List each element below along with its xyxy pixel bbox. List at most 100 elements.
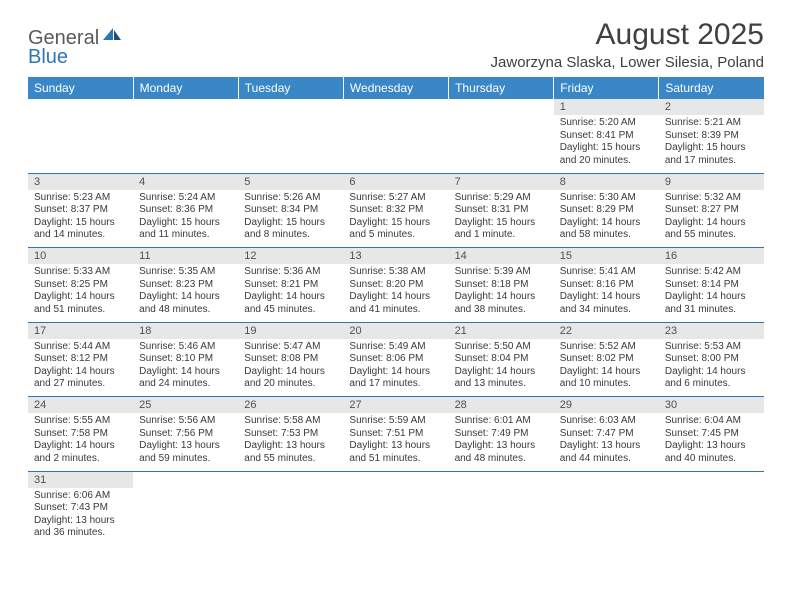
- sunrise-text: Sunrise: 5:53 AM: [665, 341, 758, 354]
- day-content-cell: Sunrise: 5:23 AMSunset: 8:37 PMDaylight:…: [28, 190, 133, 248]
- sunset-text: Sunset: 8:12 PM: [34, 353, 127, 366]
- sunset-text: Sunset: 8:18 PM: [455, 279, 548, 292]
- sunset-text: Sunset: 8:20 PM: [349, 279, 442, 292]
- sunset-text: Sunset: 8:14 PM: [665, 279, 758, 292]
- page-title: August 2025: [491, 18, 764, 52]
- sunset-text: Sunset: 8:39 PM: [665, 130, 758, 143]
- day-number-cell: 9: [659, 173, 764, 190]
- day-number-cell: 6: [343, 173, 448, 190]
- day-number-cell: 5: [238, 173, 343, 190]
- daylight-text-2: and 51 minutes.: [34, 304, 127, 317]
- sunrise-text: Sunrise: 5:29 AM: [455, 192, 548, 205]
- daylight-text-2: and 31 minutes.: [665, 304, 758, 317]
- week-daynum-row: 24252627282930: [28, 397, 764, 414]
- day-content-cell: Sunrise: 5:53 AMSunset: 8:00 PMDaylight:…: [659, 339, 764, 397]
- sunrise-text: Sunrise: 5:32 AM: [665, 192, 758, 205]
- day-number-cell: 29: [554, 397, 659, 414]
- sunset-text: Sunset: 8:02 PM: [560, 353, 653, 366]
- header: General August 2025 Jaworzyna Slaska, Lo…: [28, 18, 764, 71]
- daylight-text-2: and 14 minutes.: [34, 229, 127, 242]
- daylight-text-2: and 5 minutes.: [349, 229, 442, 242]
- sunrise-text: Sunrise: 5:47 AM: [244, 341, 337, 354]
- daylight-text-2: and 58 minutes.: [560, 229, 653, 242]
- day-number-cell: 24: [28, 397, 133, 414]
- day-number-cell: [238, 471, 343, 488]
- calendar-body: 12Sunrise: 5:20 AMSunset: 8:41 PMDayligh…: [28, 99, 764, 546]
- sunset-text: Sunset: 7:58 PM: [34, 428, 127, 441]
- sunrise-text: Sunrise: 5:20 AM: [560, 117, 653, 130]
- sunset-text: Sunset: 8:04 PM: [455, 353, 548, 366]
- daylight-text-1: Daylight: 14 hours: [455, 291, 548, 304]
- daylight-text-2: and 59 minutes.: [139, 453, 232, 466]
- sunset-text: Sunset: 8:16 PM: [560, 279, 653, 292]
- day-content-cell: [238, 488, 343, 546]
- day-number-cell: 28: [449, 397, 554, 414]
- sunset-text: Sunset: 8:10 PM: [139, 353, 232, 366]
- day-number-cell: 20: [343, 322, 448, 339]
- day-content-cell: Sunrise: 5:46 AMSunset: 8:10 PMDaylight:…: [133, 339, 238, 397]
- day-content-cell: [554, 488, 659, 546]
- day-number-cell: 12: [238, 248, 343, 265]
- day-number-cell: 22: [554, 322, 659, 339]
- day-content-cell: Sunrise: 5:50 AMSunset: 8:04 PMDaylight:…: [449, 339, 554, 397]
- day-content-cell: Sunrise: 6:03 AMSunset: 7:47 PMDaylight:…: [554, 413, 659, 471]
- sunrise-text: Sunrise: 6:01 AM: [455, 415, 548, 428]
- day-content-cell: Sunrise: 6:04 AMSunset: 7:45 PMDaylight:…: [659, 413, 764, 471]
- sunrise-text: Sunrise: 5:33 AM: [34, 266, 127, 279]
- day-number-cell: 27: [343, 397, 448, 414]
- day-number-cell: 8: [554, 173, 659, 190]
- daylight-text-2: and 36 minutes.: [34, 527, 127, 540]
- day-content-cell: [449, 488, 554, 546]
- day-content-cell: Sunrise: 5:49 AMSunset: 8:06 PMDaylight:…: [343, 339, 448, 397]
- day-content-cell: Sunrise: 5:41 AMSunset: 8:16 PMDaylight:…: [554, 264, 659, 322]
- day-number-cell: 17: [28, 322, 133, 339]
- daylight-text-2: and 38 minutes.: [455, 304, 548, 317]
- daylight-text-1: Daylight: 14 hours: [560, 291, 653, 304]
- day-content-cell: [238, 115, 343, 173]
- day-number-cell: 10: [28, 248, 133, 265]
- day-number-cell: [343, 471, 448, 488]
- day-content-cell: Sunrise: 5:35 AMSunset: 8:23 PMDaylight:…: [133, 264, 238, 322]
- logo-text-blue: Blue: [28, 46, 68, 68]
- day-content-cell: [133, 115, 238, 173]
- day-content-cell: Sunrise: 5:32 AMSunset: 8:27 PMDaylight:…: [659, 190, 764, 248]
- sunset-text: Sunset: 8:31 PM: [455, 204, 548, 217]
- daylight-text-2: and 48 minutes.: [455, 453, 548, 466]
- sunrise-text: Sunrise: 5:50 AM: [455, 341, 548, 354]
- daylight-text-2: and 44 minutes.: [560, 453, 653, 466]
- sunrise-text: Sunrise: 5:59 AM: [349, 415, 442, 428]
- sunset-text: Sunset: 8:29 PM: [560, 204, 653, 217]
- calendar-table: Sunday Monday Tuesday Wednesday Thursday…: [28, 77, 764, 546]
- sunset-text: Sunset: 7:49 PM: [455, 428, 548, 441]
- calendar-page: General August 2025 Jaworzyna Slaska, Lo…: [0, 0, 792, 564]
- daylight-text-1: Daylight: 15 hours: [349, 217, 442, 230]
- day-number-cell: 11: [133, 248, 238, 265]
- daylight-text-2: and 41 minutes.: [349, 304, 442, 317]
- daylight-text-1: Daylight: 14 hours: [560, 217, 653, 230]
- week-daynum-row: 10111213141516: [28, 248, 764, 265]
- sunset-text: Sunset: 7:45 PM: [665, 428, 758, 441]
- daylight-text-1: Daylight: 13 hours: [139, 440, 232, 453]
- sunrise-text: Sunrise: 5:39 AM: [455, 266, 548, 279]
- daylight-text-2: and 10 minutes.: [560, 378, 653, 391]
- daylight-text-1: Daylight: 14 hours: [665, 291, 758, 304]
- sunrise-text: Sunrise: 5:21 AM: [665, 117, 758, 130]
- sunrise-text: Sunrise: 5:30 AM: [560, 192, 653, 205]
- day-content-cell: Sunrise: 5:33 AMSunset: 8:25 PMDaylight:…: [28, 264, 133, 322]
- daylight-text-1: Daylight: 15 hours: [244, 217, 337, 230]
- week-content-row: Sunrise: 5:55 AMSunset: 7:58 PMDaylight:…: [28, 413, 764, 471]
- daylight-text-2: and 20 minutes.: [560, 155, 653, 168]
- daylight-text-1: Daylight: 15 hours: [455, 217, 548, 230]
- daylight-text-1: Daylight: 14 hours: [139, 291, 232, 304]
- day-content-cell: Sunrise: 5:55 AMSunset: 7:58 PMDaylight:…: [28, 413, 133, 471]
- daylight-text-2: and 1 minute.: [455, 229, 548, 242]
- dow-fri: Friday: [554, 77, 659, 99]
- daylight-text-2: and 17 minutes.: [665, 155, 758, 168]
- daylight-text-2: and 2 minutes.: [34, 453, 127, 466]
- sunset-text: Sunset: 8:37 PM: [34, 204, 127, 217]
- day-content-cell: [28, 115, 133, 173]
- day-number-cell: [133, 471, 238, 488]
- day-number-cell: 30: [659, 397, 764, 414]
- day-number-cell: 23: [659, 322, 764, 339]
- daylight-text-1: Daylight: 14 hours: [665, 366, 758, 379]
